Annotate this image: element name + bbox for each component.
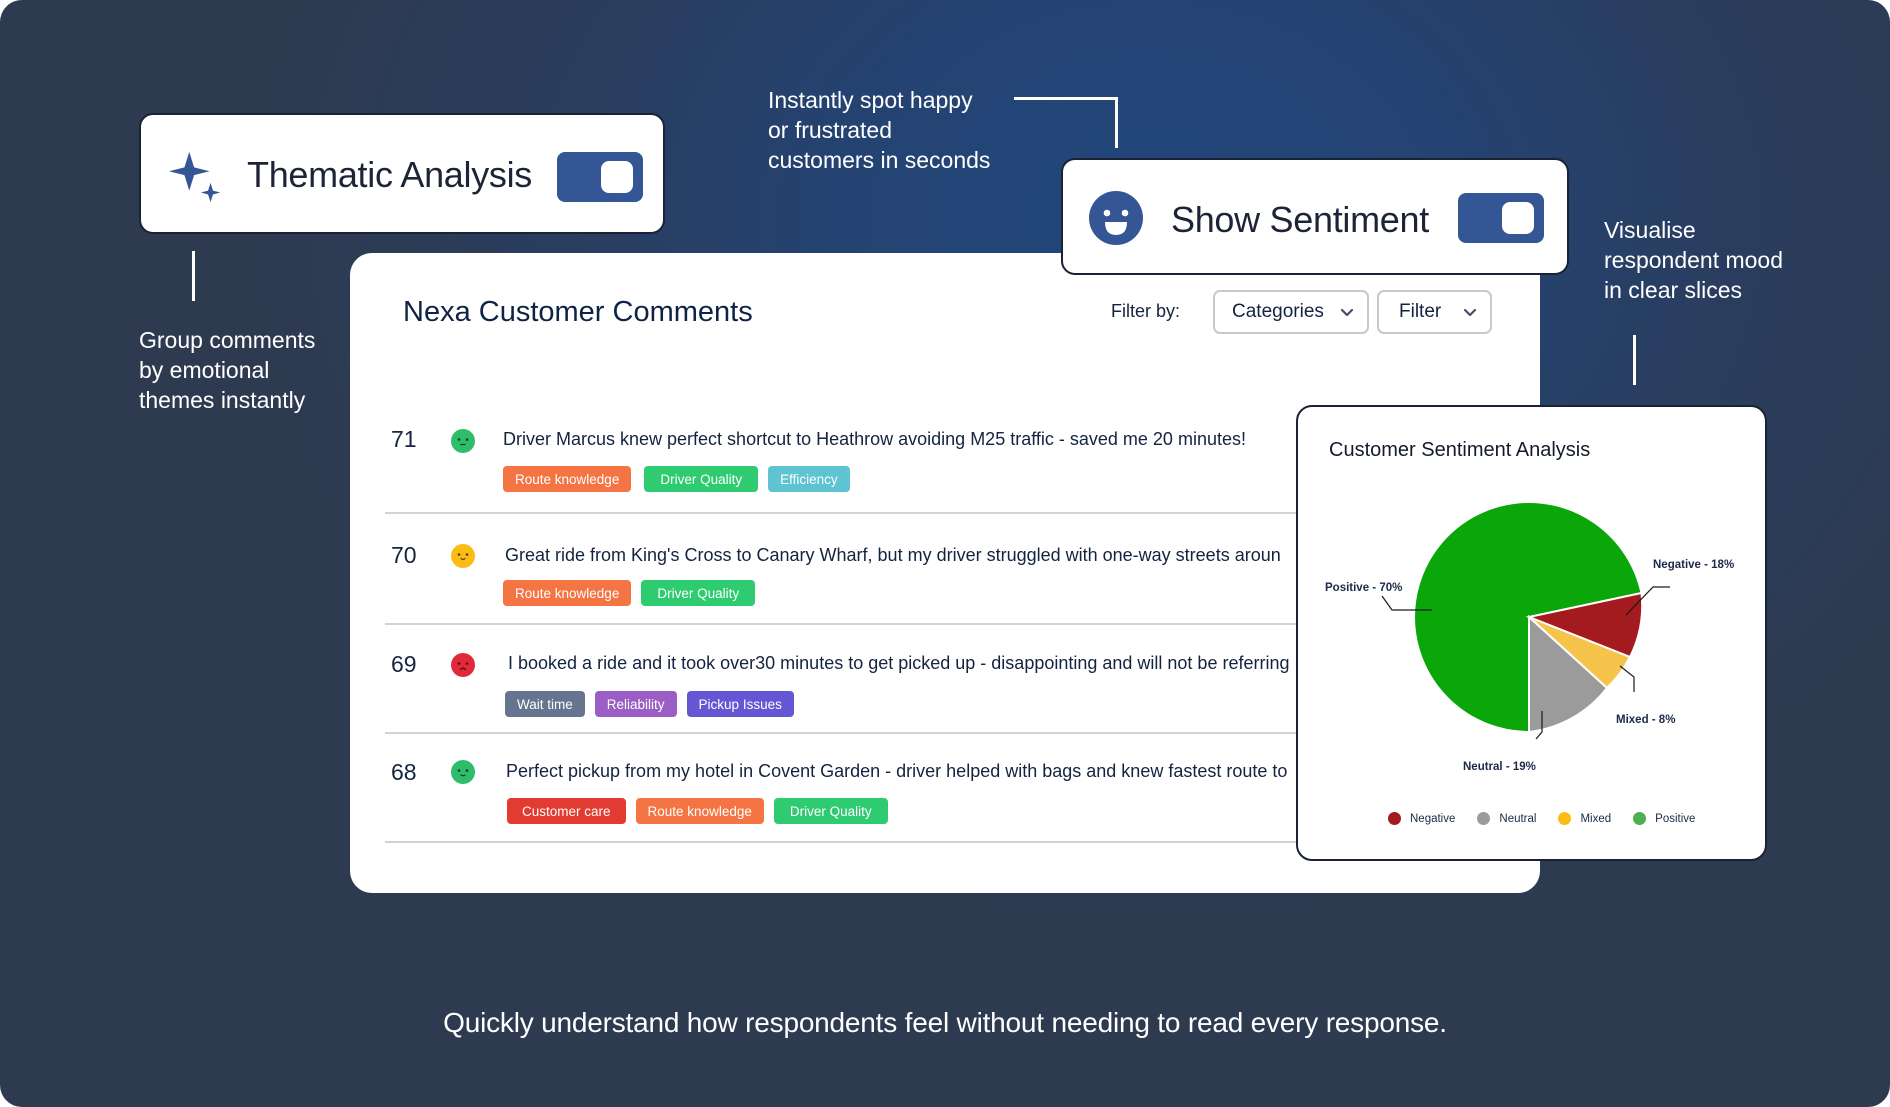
thematic-analysis-toggle[interactable]	[557, 152, 643, 202]
tag-list: Route knowledge Driver Quality Efficienc…	[503, 466, 850, 492]
annotation-thematic: Group comments by emotional themes insta…	[139, 327, 316, 413]
mixed-face-icon	[451, 544, 475, 568]
comment-row[interactable]: 69 I booked a ride and it took over30 mi…	[385, 625, 1320, 734]
chart-legend: Negative Neutral Mixed Positive	[1388, 812, 1695, 825]
legend-item-neutral[interactable]: Neutral	[1477, 812, 1536, 825]
sentiment-pie-chart[interactable]	[1296, 405, 1767, 861]
positive-face-icon	[451, 429, 475, 453]
tag-route-knowledge[interactable]: Route knowledge	[503, 466, 632, 492]
comment-text: Great ride from King's Cross to Canary W…	[505, 545, 1281, 565]
show-sentiment-label: Show Sentiment	[1171, 199, 1429, 240]
tag-driver-quality[interactable]: Driver Quality	[641, 580, 756, 606]
tag-reliability[interactable]: Reliability	[594, 691, 677, 717]
connector-line-sentiment-v	[1115, 97, 1118, 148]
sentiment-chart-card: Customer Sentiment Analysis Positive - 7…	[1296, 405, 1767, 861]
comment-text: Driver Marcus knew perfect shortcut to H…	[503, 429, 1246, 449]
comment-id: 69	[391, 651, 417, 677]
tag-efficiency[interactable]: Efficiency	[768, 466, 850, 492]
legend-item-mixed[interactable]: Mixed	[1558, 812, 1611, 825]
connector-line-thematic	[192, 251, 195, 301]
toggle-knob	[601, 161, 633, 193]
filter-select[interactable]: Filter	[1377, 290, 1492, 334]
connector-line-chart	[1633, 335, 1636, 385]
tag-customer-care[interactable]: Customer care	[507, 798, 626, 824]
comment-id: 70	[391, 542, 417, 568]
toggle-knob	[1502, 202, 1534, 234]
tag-route-knowledge[interactable]: Route knowledge	[635, 798, 764, 824]
legend-item-positive[interactable]: Positive	[1633, 812, 1695, 825]
show-sentiment-card: Show Sentiment	[1061, 158, 1569, 275]
chevron-down-icon	[1463, 308, 1477, 317]
chart-title: Customer Sentiment Analysis	[1329, 439, 1591, 461]
connector-line-sentiment-h	[1014, 97, 1118, 100]
legend-dot-icon	[1388, 812, 1401, 825]
annotation-sentiment: Instantly spot happy or frustrated custo…	[768, 87, 991, 173]
comment-id: 68	[391, 759, 417, 785]
positive-face-icon	[451, 760, 475, 784]
show-sentiment-toggle[interactable]	[1458, 193, 1544, 243]
chevron-down-icon	[1340, 308, 1354, 317]
panel-title: Nexa Customer Comments	[403, 296, 753, 328]
comment-row[interactable]: 71 Driver Marcus knew perfect shortcut t…	[385, 413, 1320, 514]
legend-dot-icon	[1558, 812, 1572, 825]
label-mixed: Mixed - 8%	[1616, 714, 1676, 726]
filter-label: Filter by:	[1111, 301, 1181, 321]
categories-select[interactable]: Categories	[1213, 290, 1369, 334]
legend-dot-icon	[1633, 812, 1647, 825]
sparkles-icon	[168, 151, 221, 203]
legend-dot-icon	[1477, 812, 1491, 825]
comment-row[interactable]: 68 Perfect pickup from my hotel in Coven…	[385, 734, 1320, 843]
tag-list: Customer care Route knowledge Driver Qua…	[507, 798, 888, 824]
legend-item-negative[interactable]: Negative	[1388, 812, 1455, 825]
annotation-chart: Visualise respondent mood in clear slice…	[1604, 217, 1784, 303]
label-neutral: Neutral - 19%	[1463, 761, 1536, 773]
tag-driver-quality[interactable]: Driver Quality	[644, 466, 759, 492]
comment-text: Perfect pickup from my hotel in Covent G…	[506, 761, 1288, 781]
comment-text: I booked a ride and it took over30 minut…	[508, 653, 1290, 673]
tag-pickup-issues[interactable]: Pickup Issues	[686, 691, 794, 717]
tag-list: Route knowledge Driver Quality	[503, 580, 756, 606]
tag-wait-time[interactable]: Wait time	[505, 691, 585, 717]
smiley-icon	[1089, 191, 1143, 245]
tag-driver-quality[interactable]: Driver Quality	[773, 798, 888, 824]
label-negative: Negative - 18%	[1653, 559, 1735, 571]
comment-id: 71	[391, 426, 417, 452]
negative-face-icon	[451, 653, 475, 677]
tag-route-knowledge[interactable]: Route knowledge	[503, 580, 632, 606]
label-positive: Positive - 70%	[1325, 582, 1403, 594]
tag-list: Wait time Reliability Pickup Issues	[505, 691, 794, 717]
comment-row[interactable]: 70 Great ride from King's Cross to Canar…	[385, 514, 1320, 625]
thematic-analysis-label: Thematic Analysis	[247, 154, 533, 195]
thematic-analysis-card: Thematic Analysis	[139, 113, 665, 234]
footer-tagline: Quickly understand how respondents feel …	[443, 1007, 1447, 1038]
